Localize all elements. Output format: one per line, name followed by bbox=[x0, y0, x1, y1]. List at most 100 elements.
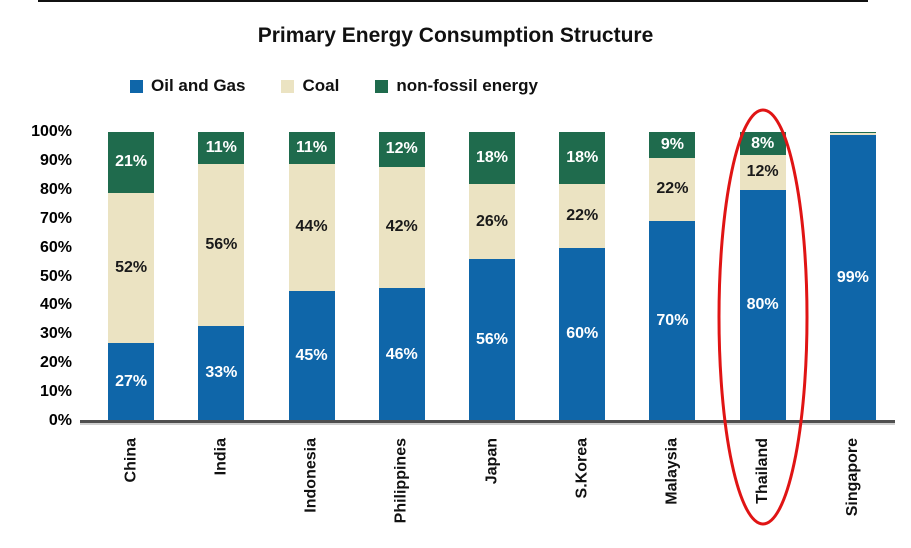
segment-coal: 22% bbox=[649, 157, 696, 221]
legend-label: Oil and Gas bbox=[151, 76, 246, 95]
data-label: 18% bbox=[566, 149, 599, 167]
x-label-slot-malaysia: Malaysia bbox=[627, 428, 717, 544]
stacked-bar: 18% 22% 60% bbox=[559, 132, 606, 421]
data-label: 11% bbox=[295, 138, 328, 156]
legend-item-non-fossil-energy: non-fossil energy bbox=[375, 76, 538, 96]
bar-singapore: 99% bbox=[808, 132, 898, 421]
stacked-bar: 12% 42% 46% bbox=[378, 132, 425, 421]
bar-philippines: 12% 42% 46% bbox=[357, 132, 447, 421]
data-label: 80% bbox=[746, 296, 779, 314]
x-axis-label: India bbox=[212, 438, 230, 476]
segment-oil-and-gas: 99% bbox=[829, 134, 876, 421]
y-tick-label: 50% bbox=[39, 267, 72, 285]
segment-coal: 44% bbox=[288, 163, 335, 291]
y-tick-label: 80% bbox=[39, 180, 72, 198]
x-label-slot-philippines: Philippines bbox=[357, 428, 447, 544]
data-label: 45% bbox=[295, 346, 328, 364]
y-tick-label: 90% bbox=[39, 151, 72, 169]
segment-oil-and-gas: 45% bbox=[288, 290, 335, 421]
y-tick-label: 60% bbox=[39, 238, 72, 256]
segment-coal: 12% bbox=[739, 155, 786, 190]
bar-india: 11% 56% 33% bbox=[176, 132, 266, 421]
legend-swatch-icon bbox=[281, 79, 295, 93]
segment-coal: 42% bbox=[378, 166, 425, 289]
data-label: 33% bbox=[205, 364, 238, 382]
y-tick-label: 0% bbox=[48, 412, 72, 429]
data-label: 21% bbox=[115, 153, 148, 171]
bar-indonesia: 11% 44% 45% bbox=[266, 132, 356, 421]
y-tick-label: 30% bbox=[39, 325, 72, 343]
data-label: 22% bbox=[656, 180, 689, 198]
x-label-slot-thailand: Thailand bbox=[718, 428, 808, 544]
segment-non-fossil-energy: 11% bbox=[288, 132, 335, 164]
data-label: 44% bbox=[295, 218, 328, 236]
data-label: 56% bbox=[205, 235, 238, 253]
data-label: 9% bbox=[660, 135, 684, 153]
segment-coal: 26% bbox=[468, 184, 515, 260]
y-tick-label: 100% bbox=[31, 123, 72, 140]
segment-oil-and-gas: 60% bbox=[559, 247, 606, 421]
data-label: 22% bbox=[566, 206, 599, 224]
bar-japan: 18% 26% 56% bbox=[447, 132, 537, 421]
segment-non-fossil-energy: 8% bbox=[739, 132, 786, 156]
data-label: 99% bbox=[836, 268, 869, 286]
y-axis: 100% 90% 80% 70% 60% 50% 40% 30% 20% 10% 0% bbox=[0, 123, 78, 429]
segment-coal: 56% bbox=[198, 163, 245, 326]
x-label-slot-indonesia: Indonesia bbox=[266, 428, 356, 544]
x-label-slot-japan: Japan bbox=[447, 428, 537, 544]
data-label: 27% bbox=[115, 372, 148, 390]
data-label: 60% bbox=[566, 325, 599, 343]
data-label: 42% bbox=[385, 218, 418, 236]
x-axis-label: Thailand bbox=[753, 438, 771, 504]
segment-oil-and-gas: 70% bbox=[649, 220, 696, 421]
stacked-bar: 11% 44% 45% bbox=[288, 132, 335, 421]
segment-coal: 22% bbox=[559, 184, 606, 248]
data-label: 11% bbox=[205, 138, 237, 156]
segment-oil-and-gas: 33% bbox=[198, 325, 245, 421]
segment-oil-and-gas: 46% bbox=[378, 288, 425, 421]
y-tick-label: 10% bbox=[39, 383, 72, 401]
legend-label: Coal bbox=[302, 76, 340, 95]
bar-thailand: 8% 12% 80% bbox=[718, 132, 808, 421]
data-label: 70% bbox=[656, 311, 689, 329]
y-tick-label: 20% bbox=[39, 354, 72, 372]
legend-swatch-icon bbox=[130, 79, 143, 93]
bar-china: 21% 52% 27% bbox=[86, 132, 176, 421]
segment-non-fossil-energy: 18% bbox=[468, 132, 515, 185]
x-axis-label: Philippines bbox=[392, 438, 410, 524]
segment-oil-and-gas: 80% bbox=[739, 189, 786, 421]
segment-oil-and-gas: 27% bbox=[108, 342, 155, 421]
bar-s-korea: 18% 22% 60% bbox=[537, 132, 627, 421]
x-label-slot-singapore: Singapore bbox=[808, 428, 898, 544]
stacked-bar: 8% 12% 80% bbox=[739, 132, 786, 421]
x-axis-label: China bbox=[122, 438, 140, 483]
stacked-bar: 11% 56% 33% bbox=[198, 132, 245, 421]
stacked-bar: 18% 26% 56% bbox=[468, 132, 515, 421]
segment-non-fossil-energy: 18% bbox=[559, 132, 606, 185]
segment-oil-and-gas: 56% bbox=[468, 259, 515, 421]
stacked-bar: 99% bbox=[829, 132, 876, 421]
data-label: 18% bbox=[475, 149, 508, 167]
legend-label: non-fossil energy bbox=[396, 76, 539, 95]
top-rule bbox=[38, 0, 868, 2]
legend-swatch-icon bbox=[375, 79, 389, 93]
data-label: 12% bbox=[385, 140, 418, 158]
data-label: 52% bbox=[115, 258, 148, 276]
legend-item-oil-and-gas: Oil and Gas bbox=[130, 76, 245, 96]
segment-coal: 52% bbox=[108, 192, 155, 343]
data-label: 26% bbox=[475, 212, 508, 230]
segment-non-fossil-energy: 12% bbox=[378, 132, 425, 167]
x-axis-label: S.Korea bbox=[573, 438, 591, 499]
y-tick-label: 40% bbox=[39, 296, 72, 314]
segment-non-fossil-energy bbox=[829, 132, 876, 134]
bar-malaysia: 9% 22% 70% bbox=[627, 132, 717, 421]
y-tick-label: 70% bbox=[39, 209, 72, 227]
x-axis-label: Malaysia bbox=[663, 438, 681, 505]
bars-row: 21% 52% 27% 11% 56% 33% 11% 44% 45% 12% 42% 46% 18% 2… bbox=[86, 132, 898, 421]
x-axis-label: Indonesia bbox=[302, 438, 320, 513]
segment-non-fossil-energy: 9% bbox=[649, 132, 696, 158]
data-label: 46% bbox=[385, 345, 418, 363]
stacked-bar: 21% 52% 27% bbox=[108, 132, 155, 421]
x-labels-row: China India Indonesia Philippines Japan S.Kor… bbox=[86, 428, 898, 544]
